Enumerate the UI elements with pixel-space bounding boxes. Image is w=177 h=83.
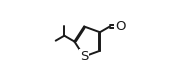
Text: S: S <box>80 50 88 63</box>
Text: O: O <box>116 20 126 33</box>
